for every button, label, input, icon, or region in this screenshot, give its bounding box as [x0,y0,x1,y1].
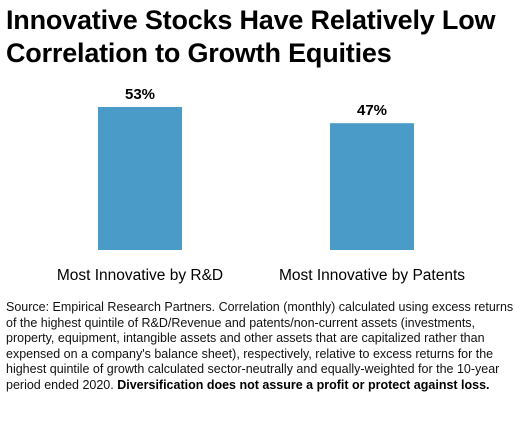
source-text: Source: Empirical Research Partners. Cor… [6,300,514,392]
chart-title-line-2: Correlation to Growth Equities [6,38,392,68]
chart-title: Innovative Stocks Have Relatively Low Co… [6,4,518,70]
bar-chart: 53%47% Most Innovative by R&D Most Innova… [57,86,465,284]
source-note: Source: Empirical Research Partners. Cor… [6,300,520,393]
bar-2 [330,123,414,250]
category-labels-layer: Most Innovative by R&D Most Innovative by… [57,267,465,284]
data-labels-layer: 53% 47% [125,86,387,119]
bars-layer [98,107,414,250]
bar-1 [98,107,182,250]
chart-title-line-1: Innovative Stocks Have Relatively Low [6,5,496,35]
data-label-1: 53% [125,86,155,103]
diversification-disclaimer: Diversification does not assure a profit… [117,377,490,392]
category-label-2: Most Innovative by Patents [279,267,465,284]
category-label-1: Most Innovative by R&D [57,267,223,284]
data-label-2: 47% [357,102,387,119]
